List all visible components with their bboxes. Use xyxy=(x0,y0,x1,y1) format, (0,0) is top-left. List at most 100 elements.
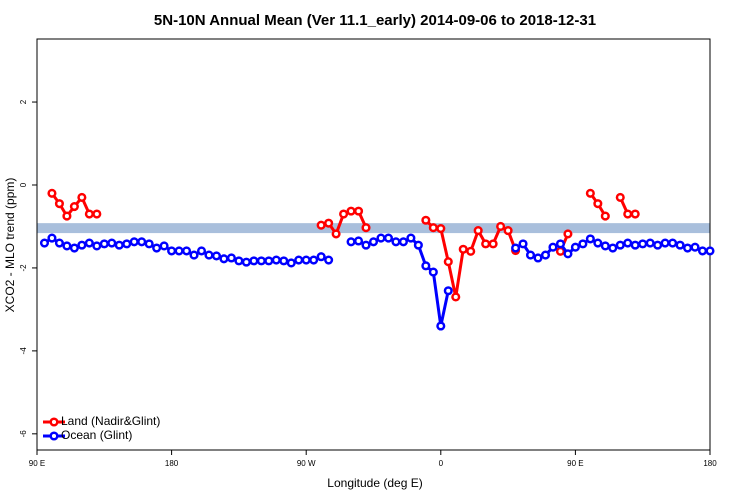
x-tick-label: 180 xyxy=(703,459,717,468)
data-point xyxy=(84,209,94,219)
data-point xyxy=(705,246,715,256)
data-point xyxy=(271,255,281,265)
data-point xyxy=(697,246,708,256)
data-point xyxy=(600,211,610,221)
data-point xyxy=(436,321,446,331)
data-point xyxy=(436,223,446,234)
data-point xyxy=(204,250,214,260)
legend-label: Ocean (Glint) xyxy=(61,428,132,442)
data-point xyxy=(458,244,468,254)
data-point xyxy=(540,250,551,260)
data-point xyxy=(129,237,139,247)
data-point xyxy=(196,246,207,256)
data-point xyxy=(383,233,394,243)
data-point xyxy=(668,238,678,248)
data-point xyxy=(92,241,102,251)
data-point xyxy=(443,286,453,296)
data-point xyxy=(690,242,700,252)
data-point xyxy=(92,209,102,219)
data-point xyxy=(114,240,124,250)
data-point xyxy=(279,256,289,266)
data-point xyxy=(62,211,72,221)
data-point xyxy=(563,249,573,259)
reference-band xyxy=(37,223,710,234)
data-point xyxy=(443,257,453,267)
data-point xyxy=(69,243,79,253)
data-point xyxy=(481,239,491,249)
data-point xyxy=(241,257,251,267)
data-point xyxy=(563,229,573,239)
data-point xyxy=(615,240,625,250)
x-tick-label: 180 xyxy=(165,459,179,468)
data-point xyxy=(376,233,386,243)
data-point xyxy=(226,253,236,263)
data-point xyxy=(361,223,371,233)
data-point xyxy=(144,239,154,249)
data-point xyxy=(54,238,64,248)
x-tick-label: 90 E xyxy=(29,459,45,468)
data-point xyxy=(630,209,640,219)
data-point xyxy=(645,238,655,248)
data-point xyxy=(159,241,169,251)
data-point xyxy=(428,223,438,233)
data-point xyxy=(353,206,364,216)
data-point xyxy=(77,240,87,250)
data-point xyxy=(421,215,431,225)
data-point xyxy=(249,256,259,266)
data-point xyxy=(593,238,603,248)
data-point xyxy=(630,240,640,250)
legend-marker xyxy=(49,431,59,441)
data-point xyxy=(421,261,431,271)
data-point xyxy=(211,251,222,261)
data-point xyxy=(353,236,364,246)
data-point xyxy=(122,239,132,249)
data-point xyxy=(77,192,87,202)
data-point xyxy=(294,255,304,265)
data-point xyxy=(309,255,319,265)
plot-frame xyxy=(36,38,711,451)
y-tick-label: 2 xyxy=(19,99,28,104)
data-point xyxy=(653,240,663,250)
data-point xyxy=(69,202,79,212)
data-point xyxy=(84,238,94,248)
data-point xyxy=(316,252,326,262)
data-point xyxy=(406,233,416,243)
y-tick-label: 0 xyxy=(19,182,28,187)
data-point xyxy=(391,237,401,247)
x-tick-label: 0 xyxy=(439,459,444,468)
data-point xyxy=(137,237,147,247)
data-point xyxy=(398,237,408,247)
data-point xyxy=(324,255,334,265)
data-point xyxy=(600,241,610,251)
y-tick-label: -4 xyxy=(19,347,28,355)
data-point xyxy=(47,188,57,198)
data-point xyxy=(638,239,648,249)
data-point xyxy=(615,192,625,202)
data-point xyxy=(324,218,334,228)
y-tick-label: -2 xyxy=(19,264,28,272)
legend-label: Land (Nadir&Glint) xyxy=(61,414,160,428)
data-point xyxy=(182,246,192,256)
x-tick-label: 90 E xyxy=(567,459,583,468)
data-point xyxy=(608,243,618,253)
legend-marker xyxy=(49,417,59,427)
data-point xyxy=(47,233,57,243)
data-point xyxy=(623,238,633,248)
data-point xyxy=(219,254,229,264)
data-point xyxy=(488,239,498,249)
data-point xyxy=(361,240,371,250)
data-point xyxy=(264,256,274,266)
data-point xyxy=(533,253,543,263)
data-point xyxy=(368,237,379,247)
data-point xyxy=(555,239,565,249)
data-point xyxy=(623,209,633,219)
data-point xyxy=(518,239,528,249)
data-point xyxy=(473,226,483,236)
data-point xyxy=(189,250,199,260)
data-point xyxy=(301,255,311,265)
data-point xyxy=(675,240,685,250)
data-point xyxy=(570,242,580,252)
data-point xyxy=(346,206,356,216)
data-point xyxy=(256,256,266,266)
